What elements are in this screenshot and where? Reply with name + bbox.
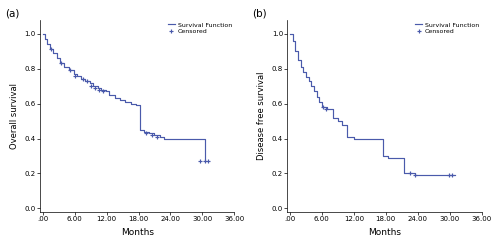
Censored bbox=[446, 174, 452, 177]
Censored bbox=[72, 74, 78, 77]
Censored bbox=[202, 160, 208, 163]
Censored bbox=[96, 88, 102, 91]
Survival Function bbox=[287, 32, 293, 35]
Y-axis label: Overall survival: Overall survival bbox=[10, 83, 19, 149]
Censored bbox=[58, 62, 64, 65]
Censored bbox=[88, 85, 94, 87]
Censored bbox=[406, 172, 412, 175]
Survival Function bbox=[295, 58, 301, 61]
Survival Function bbox=[380, 155, 386, 158]
Line: Censored: Censored bbox=[49, 47, 210, 164]
Survival Function bbox=[74, 72, 80, 75]
Text: (a): (a) bbox=[5, 8, 20, 18]
Censored bbox=[100, 90, 106, 93]
Text: (b): (b) bbox=[252, 8, 267, 18]
Survival Function bbox=[102, 88, 108, 91]
Survival Function bbox=[66, 65, 72, 68]
Censored bbox=[80, 78, 86, 81]
Censored bbox=[320, 106, 326, 109]
Censored bbox=[149, 134, 155, 136]
Survival Function bbox=[300, 65, 306, 68]
Survival Function bbox=[40, 32, 46, 35]
Y-axis label: Disease free survival: Disease free survival bbox=[258, 72, 266, 160]
Censored bbox=[154, 135, 160, 138]
Line: Censored: Censored bbox=[321, 105, 454, 178]
Survival Function bbox=[157, 134, 163, 136]
Censored bbox=[92, 86, 98, 89]
Censored bbox=[144, 132, 150, 135]
Survival Function bbox=[412, 174, 418, 177]
Legend: Survival Function, Censored: Survival Function, Censored bbox=[167, 22, 232, 35]
Survival Function bbox=[202, 160, 208, 163]
Line: Survival Function: Survival Function bbox=[290, 34, 455, 175]
Legend: Survival Function, Censored: Survival Function, Censored bbox=[414, 22, 480, 35]
Censored bbox=[323, 107, 329, 110]
Censored bbox=[204, 160, 210, 163]
Censored bbox=[68, 69, 73, 72]
X-axis label: Months: Months bbox=[368, 228, 401, 237]
Survival Function bbox=[290, 39, 296, 42]
Censored bbox=[450, 174, 456, 177]
Survival Function bbox=[335, 120, 341, 122]
Censored bbox=[84, 79, 90, 82]
Censored bbox=[48, 48, 54, 51]
Survival Function bbox=[308, 79, 314, 82]
Survival Function bbox=[90, 81, 96, 84]
Censored bbox=[196, 160, 202, 163]
X-axis label: Months: Months bbox=[120, 228, 154, 237]
Survival Function bbox=[194, 137, 200, 140]
Survival Function bbox=[452, 174, 458, 177]
Censored bbox=[412, 174, 418, 177]
Line: Survival Function: Survival Function bbox=[42, 34, 205, 161]
